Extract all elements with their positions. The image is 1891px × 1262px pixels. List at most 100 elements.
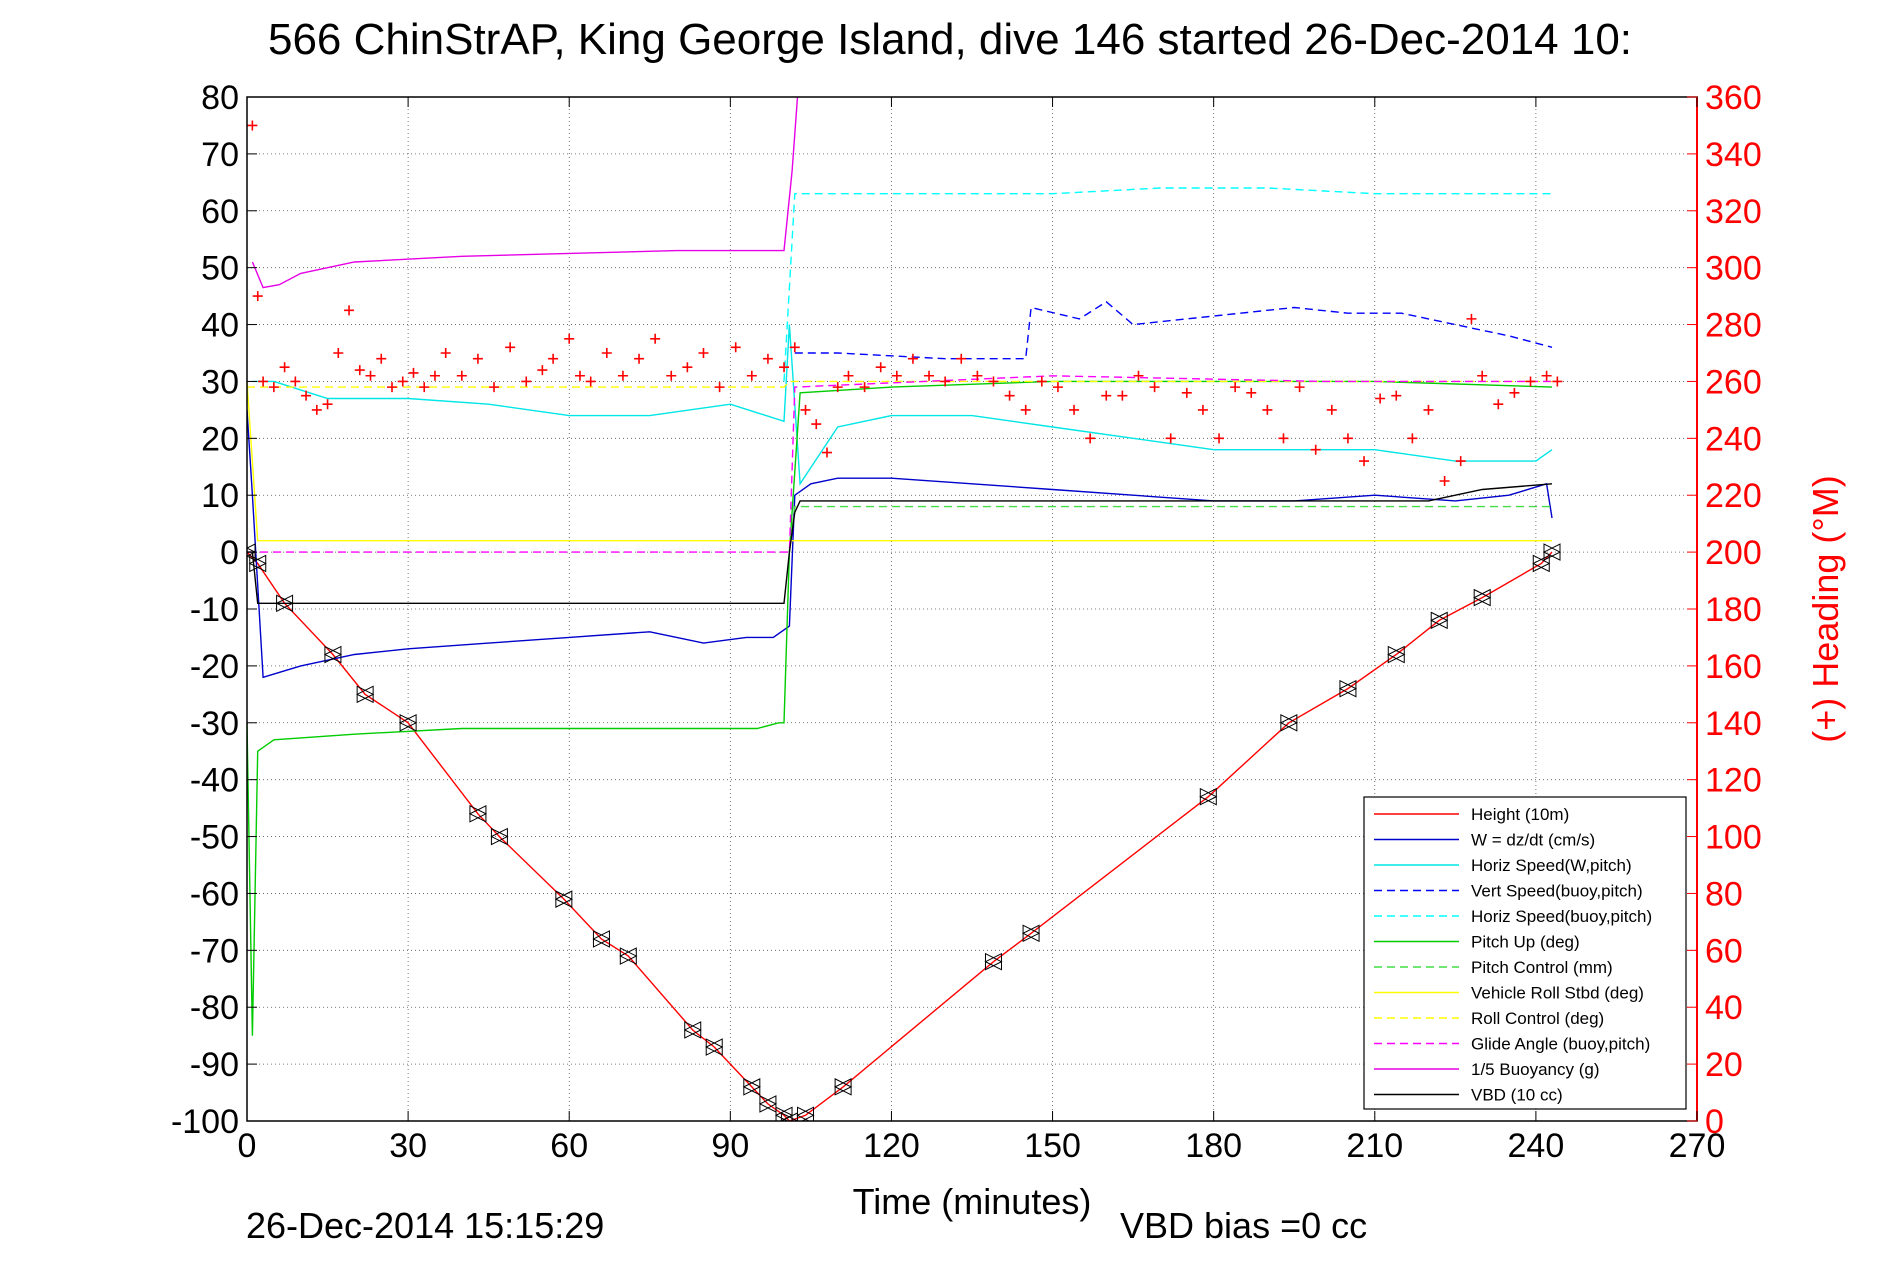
heading-point: [746, 370, 757, 381]
y2-tick-label-13: 260: [1705, 363, 1762, 401]
chart-title: 566 ChinStrAP, King George Island, dive …: [268, 15, 1632, 64]
y2-tick-label-16: 320: [1705, 193, 1762, 231]
x-tick-label-8: 240: [1508, 1127, 1565, 1165]
heading-point: [972, 370, 983, 381]
x-tick-label-3: 90: [711, 1127, 749, 1165]
heading-point: [247, 120, 258, 131]
legend-label-glide-angle-buoy-pitch: Glide Angle (buoy,pitch): [1471, 1035, 1650, 1054]
y2-tick-label-2: 40: [1705, 989, 1743, 1027]
depth-marker-point: [1021, 924, 1041, 943]
depth-marker-point: [490, 827, 509, 846]
y2-tick-label-0: 0: [1705, 1103, 1724, 1141]
depth-marker-point: [1473, 588, 1492, 607]
legend-label-vert-speed-buoy-pitch: Vert Speed(buoy,pitch): [1471, 882, 1643, 901]
heading-point: [907, 353, 918, 364]
y-axis-left: -100-90-80-70-60-50-40-30-20-10010203040…: [171, 79, 257, 1141]
heading-point: [1466, 313, 1477, 324]
heading-point: [1552, 376, 1563, 387]
y2-tick-label-4: 80: [1705, 875, 1743, 913]
depth-marker-point: [1199, 787, 1218, 806]
heading-point: [1149, 382, 1160, 393]
y2-tick-label-12: 240: [1705, 420, 1762, 458]
legend-label-w-dz-dt-cm-s: W = dz/dt (cm/s): [1471, 831, 1595, 850]
y-tick-label-17: 70: [201, 136, 239, 174]
y-tick-label-0: -100: [171, 1103, 239, 1141]
heading-point: [1165, 433, 1176, 444]
footer-timestamp: 26-Dec-2014 15:15:29: [246, 1205, 604, 1246]
legend-label-horiz-speed-w-pitch: Horiz Speed(W,pitch): [1471, 856, 1632, 875]
heading-point: [1117, 390, 1128, 401]
y2-tick-label-9: 180: [1705, 591, 1762, 629]
depth-marker-point: [248, 554, 267, 573]
heading-point: [333, 348, 344, 358]
heading-point: [1036, 376, 1047, 387]
series-line-vbd-10-cc: [247, 483, 1553, 604]
y-tick-label-18: 80: [201, 79, 239, 117]
y-tick-label-7: -30: [190, 705, 239, 743]
y-tick-label-13: 30: [201, 363, 239, 401]
heading-point: [1455, 456, 1466, 467]
y2-axis-label: (+) Heading (°M): [1805, 475, 1846, 742]
heading-point: [1085, 433, 1096, 444]
y-tick-label-15: 50: [201, 250, 239, 288]
depth-marker-point: [323, 645, 343, 664]
heading-point: [1509, 387, 1520, 398]
heading-point: [354, 365, 365, 376]
y2-tick-label-15: 300: [1705, 250, 1762, 288]
heading-point: [822, 447, 832, 458]
heading-point: [1326, 404, 1337, 415]
heading-point: [429, 370, 440, 381]
heading-point: [1069, 404, 1080, 415]
heading-point: [634, 353, 645, 364]
heading-point: [564, 333, 575, 344]
heading-point: [1359, 456, 1370, 467]
heading-point: [789, 342, 800, 353]
x-tick-label-6: 180: [1185, 1127, 1242, 1165]
heading-markers: [247, 120, 1563, 486]
y-tick-label-4: -60: [190, 875, 239, 913]
y2-tick-label-7: 140: [1705, 705, 1762, 743]
heading-point: [489, 382, 500, 393]
legend-label-roll-control-deg: Roll Control (deg): [1471, 1009, 1604, 1028]
heading-point: [891, 370, 902, 381]
y-tick-label-1: -90: [190, 1046, 239, 1084]
heading-point: [698, 348, 709, 358]
x-tick-label-4: 120: [863, 1127, 920, 1165]
legend-label-vehicle-roll-stbd-deg: Vehicle Roll Stbd (deg): [1471, 984, 1644, 1003]
y2-tick-label-8: 160: [1705, 648, 1762, 686]
heading-point: [1493, 399, 1504, 410]
y2-tick-label-17: 340: [1705, 136, 1762, 174]
y-tick-label-6: -40: [190, 762, 239, 800]
heading-point: [456, 370, 467, 381]
heading-point: [730, 342, 741, 353]
heading-point: [1294, 382, 1305, 393]
series-line-glide-angle-buoy-pitch: [247, 375, 1552, 553]
heading-point: [859, 382, 870, 393]
depth-marker-point: [780, 1112, 799, 1121]
x-tick-label-7: 210: [1346, 1127, 1403, 1165]
heading-point: [1477, 370, 1488, 381]
heading-point: [419, 382, 430, 393]
legend-label-pitch-up-deg: Pitch Up (deg): [1471, 933, 1580, 952]
legend-label-1-5-buoyancy-g: 1/5 Buoyancy (g): [1471, 1060, 1600, 1079]
y-tick-label-11: 10: [201, 477, 239, 515]
x-tick-label-0: 0: [238, 1127, 257, 1165]
legend-box: [1363, 796, 1687, 1110]
x-tick-label-2: 60: [550, 1127, 588, 1165]
heading-point: [924, 370, 935, 381]
legend-label-horiz-speed-buoy-pitch: Horiz Speed(buoy,pitch): [1471, 907, 1652, 926]
depth-marker-point: [619, 947, 638, 965]
heading-point: [258, 376, 269, 387]
x-axis: 0 30 60 90 120 150 180 210 240 270: [238, 97, 1725, 1165]
heading-point: [666, 370, 677, 381]
heading-point: [279, 362, 290, 373]
heading-point: [585, 376, 596, 387]
heading-point: [408, 367, 419, 378]
y2-tick-label-3: 60: [1705, 932, 1743, 970]
heading-point: [548, 353, 559, 364]
heading-point: [714, 382, 725, 393]
heading-point: [1541, 370, 1552, 381]
depth-marker-point: [742, 1078, 761, 1096]
heading-point: [779, 362, 790, 373]
heading-point: [1020, 404, 1031, 415]
